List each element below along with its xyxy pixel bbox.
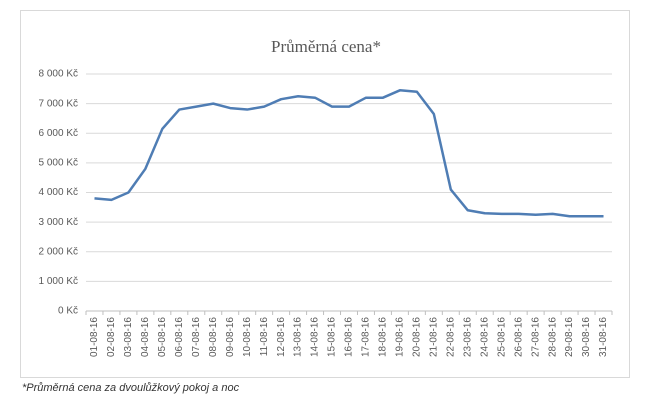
y-tick-label: 1 000 Kč [39,276,78,287]
y-tick-label: 8 000 Kč [39,69,78,80]
x-tick-label: 17-08-16 [361,317,372,357]
line-series [94,89,604,218]
x-tick-label: 23-08-16 [462,317,473,357]
x-tick-label: 14-08-16 [310,317,321,357]
x-tick-label: 11-08-16 [259,317,270,357]
x-tick-label: 26-08-16 [513,317,524,357]
chart-title: Průměrná cena* [271,37,381,56]
footnote: *Průměrná cena za dvoulůžkový pokoj a no… [22,382,240,394]
x-tick-label: 09-08-16 [225,317,236,357]
x-tick-label: 18-08-16 [378,317,389,357]
y-tick-label: 3 000 Kč [39,217,78,228]
x-tick-label: 24-08-16 [479,317,490,357]
x-tick-label: 12-08-16 [276,317,287,357]
x-tick-label: 08-08-16 [208,317,219,357]
x-tick-label: 16-08-16 [344,317,355,357]
x-tick-label: 25-08-16 [496,317,507,357]
x-tick-label: 02-08-16 [106,317,117,357]
x-tick-label: 03-08-16 [123,317,134,357]
y-tick-label: 2 000 Kč [39,246,78,257]
x-tick-label: 31-08-16 [598,317,609,357]
x-tick-label: 20-08-16 [412,317,423,357]
x-tick-label: 06-08-16 [174,317,185,357]
x-tick-label: 10-08-16 [242,317,253,357]
x-tick-label: 30-08-16 [581,317,592,357]
y-tick-label: 5 000 Kč [39,158,78,169]
x-tick-label: 22-08-16 [445,317,456,357]
x-tick-label: 04-08-16 [140,317,151,357]
x-tick-label: 28-08-16 [547,317,558,357]
x-tick-label: 21-08-16 [428,317,439,357]
x-tick-label: 05-08-16 [157,317,168,357]
y-tick-label: 0 Kč [58,306,78,317]
x-tick-label: 15-08-16 [327,317,338,357]
y-tick-label: 7 000 Kč [39,98,78,109]
y-tick-label: 4 000 Kč [39,187,78,198]
x-tick-label: 19-08-16 [395,317,406,357]
x-tick-label: 27-08-16 [530,317,541,357]
x-tick-label: 29-08-16 [564,317,575,357]
x-tick-label: 01-08-16 [89,317,100,357]
x-tick-label: 07-08-16 [191,317,202,357]
x-tick-label: 13-08-16 [293,317,304,357]
y-tick-label: 6 000 Kč [39,128,78,139]
